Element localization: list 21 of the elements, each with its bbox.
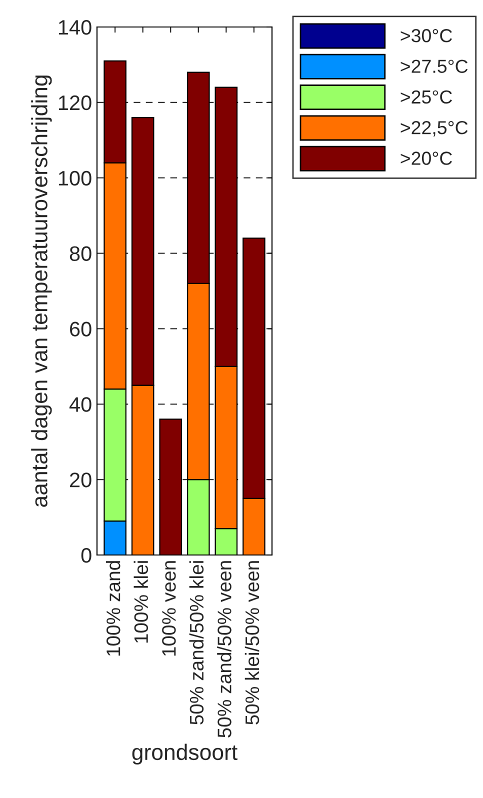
x-tick-label: 100% zand <box>106 561 120 656</box>
x-tick-label: 50% zand/50% veen <box>217 561 232 738</box>
y-tick-label: 20 <box>70 472 92 488</box>
y-tick-label: 140 <box>58 20 92 35</box>
x-axis-title: grondsoort <box>132 744 238 764</box>
legend-label: >25°C <box>400 90 452 104</box>
y-tick-label: 0 <box>81 548 92 563</box>
x-tick-label: 50% zand/50% klei <box>189 561 204 724</box>
y-tick-label: 40 <box>69 397 92 412</box>
legend-label: >22,5°C <box>400 121 468 136</box>
y-axis-title: aantal dagen van temperatuuroverschrijding <box>31 76 52 507</box>
x-tick-label: 100% veen <box>162 561 176 656</box>
x-tick-label: 100% klei <box>134 561 148 643</box>
y-tick-label: 120 <box>58 95 92 110</box>
legend-label: >27.5°C <box>400 60 468 73</box>
y-tick-label: 60 <box>70 322 92 336</box>
y-tick-label: 100 <box>58 170 92 186</box>
x-tick-label: 50% klei/50% veen <box>244 561 260 724</box>
legend-label: >30°C <box>400 29 452 42</box>
y-tick-label: 80 <box>70 246 92 262</box>
legend-label: >20°C <box>400 152 452 165</box>
